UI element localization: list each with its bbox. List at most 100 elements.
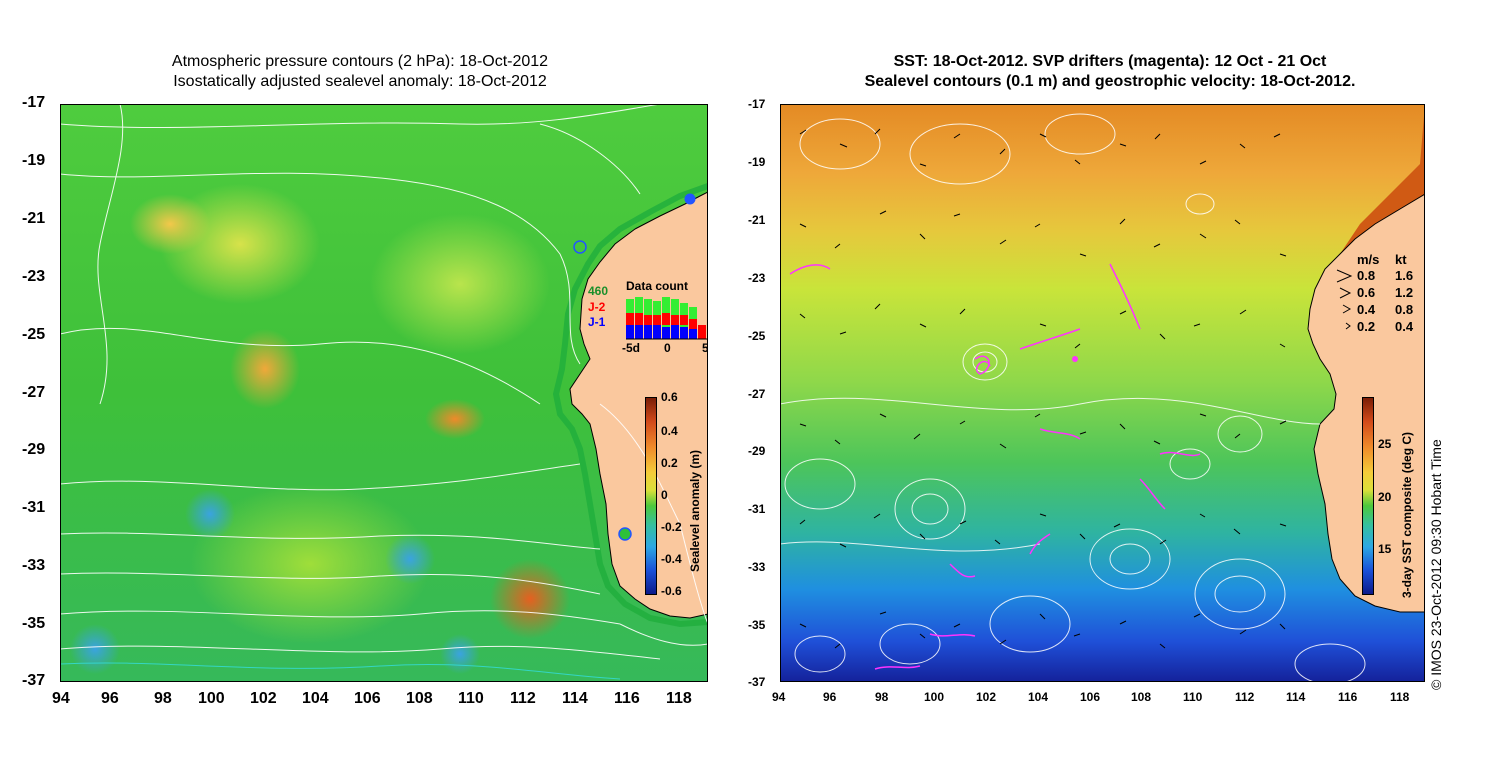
legend-ms-value: 0.4: [1357, 302, 1376, 317]
legend-ms-value: 0.6: [1357, 285, 1376, 300]
data-count-title: Data count: [626, 279, 689, 293]
lon-label: 110: [1183, 690, 1203, 704]
lat-label: -35: [748, 618, 766, 632]
lon-label: 118: [1390, 690, 1410, 704]
sst-map[interactable]: m/s kt 0.8 1.6 0.6 1.2 0.4 0.8 0.2 0.4: [780, 104, 1425, 682]
left-cbar-tick: 0.6: [661, 390, 678, 404]
lon-label: 94: [772, 690, 786, 704]
lon-label: 112: [1235, 690, 1255, 704]
lat-label: -23: [22, 268, 46, 285]
lat-label: -37: [22, 672, 46, 689]
tide-gauge-marker: [618, 527, 632, 541]
lon-label: 102: [976, 690, 997, 704]
lat-label: -17: [748, 97, 766, 111]
lat-label: -31: [748, 502, 766, 516]
data-count-j1: J-1: [588, 315, 606, 329]
lat-label: -17: [22, 94, 46, 111]
sst-colorbar: [1362, 397, 1374, 595]
right-cbar-tick: 25: [1378, 437, 1392, 451]
data-count-inset: Data count -5d 0 5: [622, 279, 708, 369]
geostrophic-velocity-arrows: [799, 128, 1287, 649]
data-count-total: 460: [588, 284, 609, 298]
lat-label: -25: [748, 329, 766, 343]
legend-ms-value: 0.8: [1357, 268, 1376, 283]
legend-kt-value: 0.8: [1395, 302, 1414, 317]
legend-header-ms: m/s: [1357, 252, 1380, 267]
left-cbar-tick: -0.6: [661, 584, 682, 598]
lon-label: 98: [154, 690, 172, 707]
lat-label: -21: [22, 210, 46, 227]
right-map-title: SST: 18-Oct-2012. SVP drifters (magenta)…: [780, 52, 1440, 92]
lon-label: 116: [614, 690, 640, 707]
left-cbar-tick: -0.2: [661, 520, 682, 534]
data-count-axis-neg: -5d: [622, 341, 640, 355]
legend-ms-value: 0.2: [1357, 319, 1376, 334]
data-count-bars: [626, 297, 706, 339]
lat-label: -33: [22, 557, 46, 574]
lat-label: -23: [748, 271, 766, 285]
sealevel-anomaly-map[interactable]: Data count -5d 0 5 460 J-2 J-1: [60, 104, 708, 682]
left-cbar-tick: 0: [661, 488, 668, 502]
lat-label: -27: [748, 387, 766, 401]
lat-label: -25: [22, 326, 46, 343]
lon-label: 114: [1286, 690, 1306, 704]
legend-header-kt: kt: [1395, 252, 1407, 267]
left-cbar-tick: 0.4: [661, 424, 678, 438]
right-title-line1: SST: 18-Oct-2012. SVP drifters (magenta)…: [893, 53, 1327, 70]
lon-label: 110: [458, 690, 484, 707]
lon-label: 108: [406, 690, 433, 707]
left-cbar-title: Sealevel anomaly (m): [688, 449, 702, 572]
tide-gauge-marker: [573, 240, 587, 254]
lat-label: -27: [22, 384, 46, 401]
right-cbar-tick: 15: [1378, 542, 1392, 556]
lon-label: 118: [666, 690, 692, 707]
right-title-line2: Sealevel contours (0.1 m) and geostrophi…: [864, 73, 1356, 90]
lon-label: 100: [924, 690, 945, 704]
left-map-overlay: [60, 104, 708, 682]
left-title-line1: Atmospheric pressure contours (2 hPa): 1…: [171, 53, 549, 70]
velocity-legend: m/s kt 0.8 1.6 0.6 1.2 0.4 0.8 0.2 0.4: [1335, 252, 1425, 342]
lon-label: 116: [1338, 690, 1358, 704]
lon-label: 112: [510, 690, 536, 707]
tide-gauge-marker: [684, 193, 696, 205]
lon-label: 104: [1028, 690, 1049, 704]
lon-label: 98: [875, 690, 889, 704]
svp-drifter-tracks: [789, 263, 1201, 670]
lon-label: 106: [1080, 690, 1101, 704]
legend-arrow-icons: [1336, 269, 1353, 330]
lon-label: 94: [52, 690, 70, 707]
right-cbar-title: 3-day SST composite (deg C): [1400, 431, 1414, 598]
lat-label: -21: [748, 213, 766, 227]
lat-label: -29: [22, 441, 46, 458]
lat-label: -37: [748, 675, 766, 689]
lon-label: 108: [1131, 690, 1152, 704]
lat-label: -19: [748, 155, 766, 169]
legend-kt-value: 0.4: [1395, 319, 1414, 334]
lat-label: -31: [22, 499, 46, 516]
lat-label: -19: [22, 152, 46, 169]
lat-label: -33: [748, 560, 766, 574]
pressure-contours: [60, 104, 708, 660]
legend-kt-value: 1.2: [1395, 285, 1414, 300]
legend-kt-value: 1.6: [1395, 268, 1414, 283]
left-title-line2: Isostatically adjusted sealevel anomaly:…: [173, 73, 547, 90]
left-cbar-tick: -0.4: [661, 552, 682, 566]
data-count-axis-pos: 5: [702, 341, 708, 355]
lat-label: -29: [748, 444, 766, 458]
sealevel-colorbar: [645, 397, 657, 595]
lon-label: 106: [354, 690, 381, 707]
data-count-axis-zero: 0: [664, 341, 671, 355]
imos-watermark: © IMOS 23-Oct-2012 09:30 Hobart Time: [1428, 439, 1444, 690]
lon-label: 96: [101, 690, 119, 707]
lon-label: 96: [823, 690, 837, 704]
left-map-title: Atmospheric pressure contours (2 hPa): 1…: [60, 52, 660, 92]
lon-label: 102: [250, 690, 277, 707]
right-cbar-tick: 20: [1378, 490, 1392, 504]
lon-label: 104: [302, 690, 329, 707]
data-count-histogram: [626, 297, 708, 340]
sealevel-contours: [780, 113, 1366, 682]
right-map-overlay: [780, 104, 1425, 682]
lat-label: -35: [22, 615, 46, 632]
left-cbar-tick: 0.2: [661, 456, 678, 470]
lon-label: 100: [198, 690, 225, 707]
